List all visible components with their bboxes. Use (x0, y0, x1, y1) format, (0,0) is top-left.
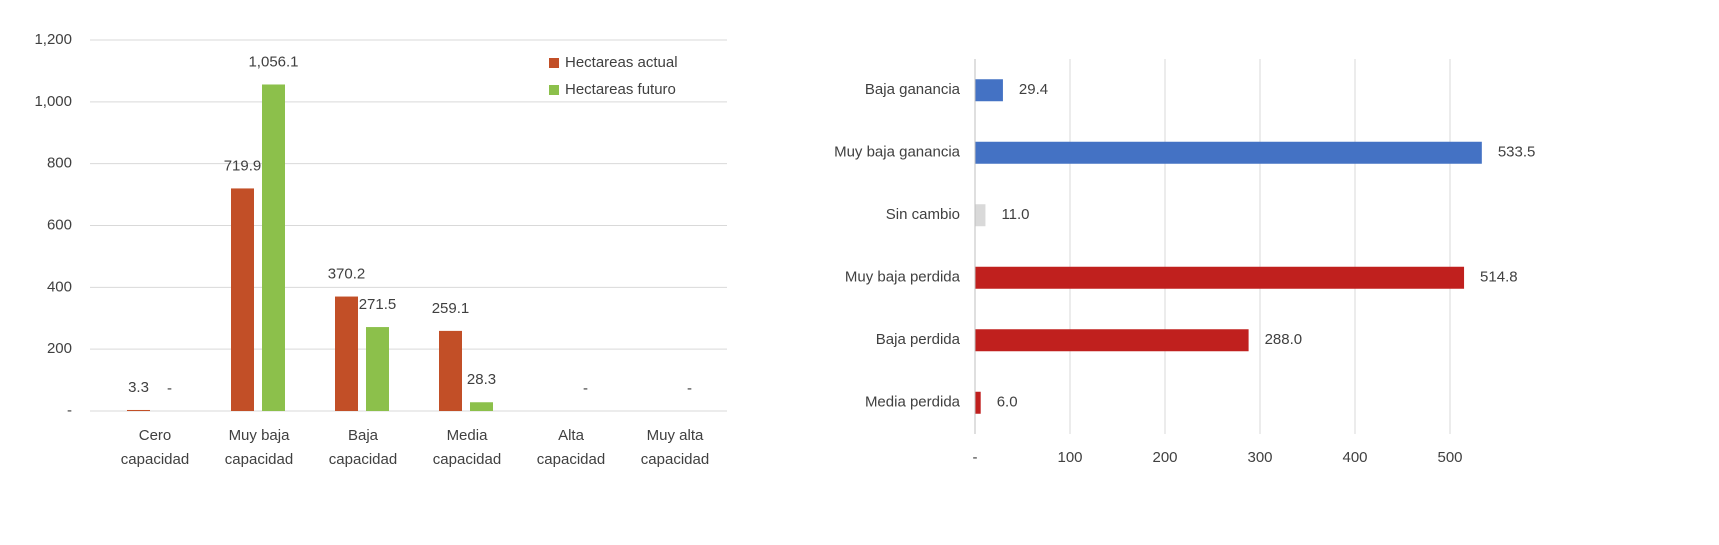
y-tick-label: Muy baja ganancia (834, 144, 961, 161)
legend-label: Hectareas actual (565, 54, 678, 71)
data-label: 288.0 (1265, 331, 1303, 348)
y-tick-label: - (67, 402, 72, 419)
data-label: 719.9 (224, 157, 262, 174)
bar (335, 296, 358, 411)
data-label: 1,056.1 (248, 53, 298, 70)
bar (975, 79, 1003, 102)
y-tick-label: 600 (47, 216, 72, 233)
x-tick-label: Muy alta capacidad (641, 427, 709, 468)
x-tick-label: - (973, 449, 978, 466)
data-label: 3.3 (128, 379, 149, 396)
data-label: 271.5 (359, 296, 397, 313)
bar (975, 266, 1465, 289)
legend-label: Hectareas futuro (565, 81, 676, 98)
y-tick-label: 1,200 (34, 31, 72, 48)
data-label: 29.4 (1019, 81, 1048, 98)
bar (366, 327, 389, 411)
bar (127, 409, 150, 411)
bar (262, 84, 285, 412)
x-tick-label: 400 (1342, 449, 1367, 466)
x-tick-label: Baja capacidad (329, 427, 397, 468)
bar (975, 391, 981, 414)
x-tick-label: Alta capacidad (537, 427, 605, 468)
x-tick-label: Media capacidad (433, 427, 501, 468)
y-tick-label: 800 (47, 155, 72, 172)
x-tick-label: 300 (1247, 449, 1272, 466)
bar (975, 204, 986, 227)
y-tick-label: Media perdida (865, 394, 961, 411)
x-tick-label: Cero capacidad (121, 427, 189, 468)
data-label: 259.1 (432, 300, 470, 317)
data-label: - (167, 380, 172, 397)
y-tick-label: 1,000 (34, 93, 72, 110)
x-tick-label: Muy baja capacidad (225, 427, 293, 468)
y-tick-label: 200 (47, 340, 72, 357)
bar (439, 330, 462, 411)
bar (231, 188, 254, 411)
data-label: - (583, 380, 588, 397)
y-tick-label: 400 (47, 278, 72, 295)
data-label: - (687, 380, 692, 397)
x-tick-label: 200 (1152, 449, 1177, 466)
y-tick-label: Baja perdida (876, 331, 961, 348)
data-label: 28.3 (467, 371, 496, 388)
bar (975, 329, 1249, 352)
legend-swatch (549, 85, 559, 95)
data-label: 6.0 (997, 394, 1018, 411)
x-tick-label: 500 (1437, 449, 1462, 466)
legend-swatch (549, 58, 559, 68)
bar (975, 141, 1482, 164)
y-tick-label: Sin cambio (886, 206, 960, 223)
data-label: 370.2 (328, 266, 366, 283)
data-label: 514.8 (1480, 269, 1518, 286)
x-tick-label: 100 (1057, 449, 1082, 466)
y-tick-label: Muy baja perdida (845, 269, 961, 286)
data-label: 11.0 (1001, 206, 1029, 223)
y-tick-label: Baja ganancia (865, 81, 961, 98)
data-label: 533.5 (1498, 144, 1536, 161)
bar (470, 402, 493, 411)
